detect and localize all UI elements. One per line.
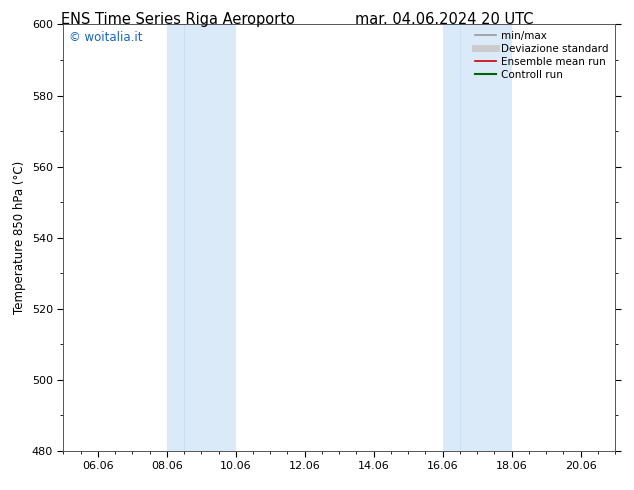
Bar [167,24,236,451]
Bar [443,24,512,451]
Text: ENS Time Series Riga Aeroporto: ENS Time Series Riga Aeroporto [61,12,294,27]
Legend: min/max, Deviazione standard, Ensemble mean run, Controll run: min/max, Deviazione standard, Ensemble m… [471,26,613,84]
Text: © woitalia.it: © woitalia.it [69,31,143,44]
Y-axis label: Temperature 850 hPa (°C): Temperature 850 hPa (°C) [13,161,26,314]
Text: mar. 04.06.2024 20 UTC: mar. 04.06.2024 20 UTC [354,12,533,27]
